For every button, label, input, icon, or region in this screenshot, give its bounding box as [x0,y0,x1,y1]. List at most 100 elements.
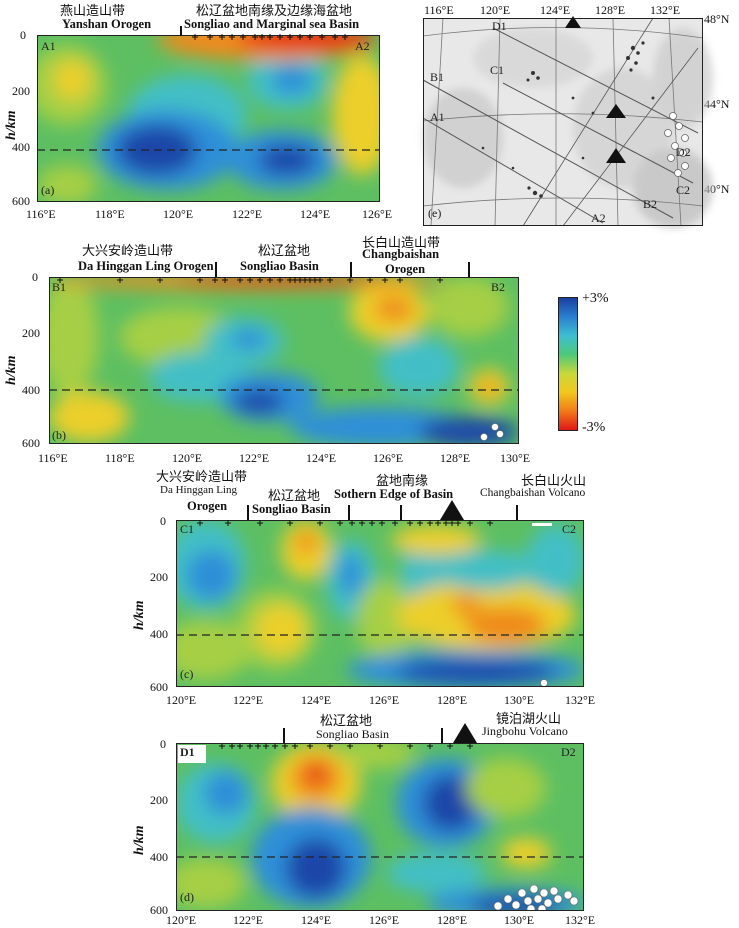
panel-c-y-tick: 600 [150,680,168,694]
map-label-a2: A2 [591,211,606,225]
panel-d-y-tick: 400 [150,850,168,864]
panel-d-y-tick: 200 [150,793,168,807]
station-marker [447,743,453,749]
map-right-tick: 44°N [704,97,730,111]
panel-c-x-tick: 132°E [565,693,596,707]
station-marker [219,34,225,40]
station-marker [437,277,443,283]
panel-a-tag: (a) [41,183,55,197]
panel-d-x-tick: 126°E [369,913,400,927]
panel-a-header-yanshan-cn: 燕山造山带 [60,4,126,19]
panel-c-x-tick: 120°E [166,693,197,707]
panel-b-right-end-label: B2 [491,280,506,294]
map-label-d1: D1 [492,19,507,33]
panel-a-y-tick: 200 [12,84,30,98]
panel-b-boundary-tick [468,262,470,277]
station-marker [237,277,243,283]
station-marker [379,520,385,526]
panel-c-header-southern-edge-cn: 盆地南缘 [376,474,429,489]
panel-c-header-dahinggan-en2: Orogen [187,499,228,513]
panel-a-y-tick: 400 [12,140,30,154]
map-label-d2: D2 [676,145,691,159]
station-marker [57,277,63,283]
station-marker [349,520,355,526]
map-top-tick: 128°E [595,3,626,17]
panel-a-y-tick: 600 [12,194,30,208]
panel-b-plot [49,277,519,444]
station-marker [467,520,473,526]
station-marker [255,743,261,749]
colorbar-min-label: -3% [582,420,606,435]
panel-d-tag: (d) [180,890,194,904]
station-marker [317,520,323,526]
panel-a-boundary-tick [180,26,182,36]
panel-b-y-tick: 400 [22,383,40,397]
panel-a-x-tick: 124°E [300,207,331,221]
station-marker [117,277,123,283]
map-label-b2: B2 [643,197,658,211]
colorbar-max-label: +3% [582,291,609,306]
panel-c-x-tick: 124°E [301,693,332,707]
station-marker [317,277,323,283]
station-marker [359,520,365,526]
station-marker [427,520,433,526]
station-marker [427,743,433,749]
panel-d-y-tick: 600 [150,903,168,917]
station-marker [192,34,198,40]
station-marker [197,520,203,526]
panel-c-volcano-icon [440,500,464,520]
station-marker [449,520,455,526]
panel-d-x-tick: 124°E [301,913,332,927]
map-top-tick: 124°E [540,3,571,17]
map-label-a1: A1 [430,110,445,124]
map-top-tick: 132°E [650,3,681,17]
station-marker [435,520,441,526]
panel-d-volcano-icon [453,723,477,743]
station-marker [467,743,473,749]
station-marker [247,277,253,283]
station-marker [292,743,298,749]
panel-c-tag: (c) [180,667,194,681]
station-marker [263,743,269,749]
map-top-tick: 116°E [424,3,454,17]
panel-a-right-end-label: A2 [355,39,370,53]
station-marker [342,34,348,40]
panel-a-header-songliao-en: Songliao and Marginal sea Basin [184,17,360,31]
panel-a-plot [37,35,380,202]
station-marker [247,743,253,749]
panel-b-x-tick: 120°E [172,451,203,465]
station-marker [225,520,231,526]
panel-c-boundary-tick [348,505,350,520]
panel-b-y-tick: 200 [22,326,40,340]
station-marker [267,34,273,40]
panel-c-header-volcano-cn: 长白山火山 [521,474,587,489]
station-marker [287,34,293,40]
map-label-c1: C1 [490,63,505,77]
panel-b-header-dahinggan-en: Da Hinggan Ling Orogen [78,259,214,273]
station-marker [327,743,333,749]
station-marker [272,743,278,749]
panel-c-boundary-tick [247,505,249,520]
station-marker [252,34,258,40]
panel-d-y-tick: 0 [160,737,166,751]
station-marker [307,34,313,40]
station-marker [157,277,163,283]
station-marker [240,34,246,40]
panel-b-header-songliao-en: Songliao Basin [240,259,319,273]
station-marker [257,277,263,283]
panel-b-header-changbai-en2: Orogen [385,262,426,276]
panel-c-y-tick: 0 [160,514,166,528]
station-marker [347,743,353,749]
panel-a-x-tick: 116°E [26,207,56,221]
panel-c-left-end-label: C1 [180,522,195,536]
station-marker [259,34,265,40]
panel-b-y-tick: 600 [22,436,40,450]
panel-a-header-songliao-cn: 松辽盆地南缘及边缘海盆地 [196,4,353,19]
panel-c-header-volcano-en: Changbaishan Volcano [480,487,586,499]
panel-d-x-tick: 132°E [565,913,596,927]
panel-c-boundary-tick [516,505,518,520]
panel-d-x-tick: 122°E [233,913,264,927]
panel-c-boundary-tick [400,505,402,520]
panel-d-boundary-tick [441,728,443,743]
